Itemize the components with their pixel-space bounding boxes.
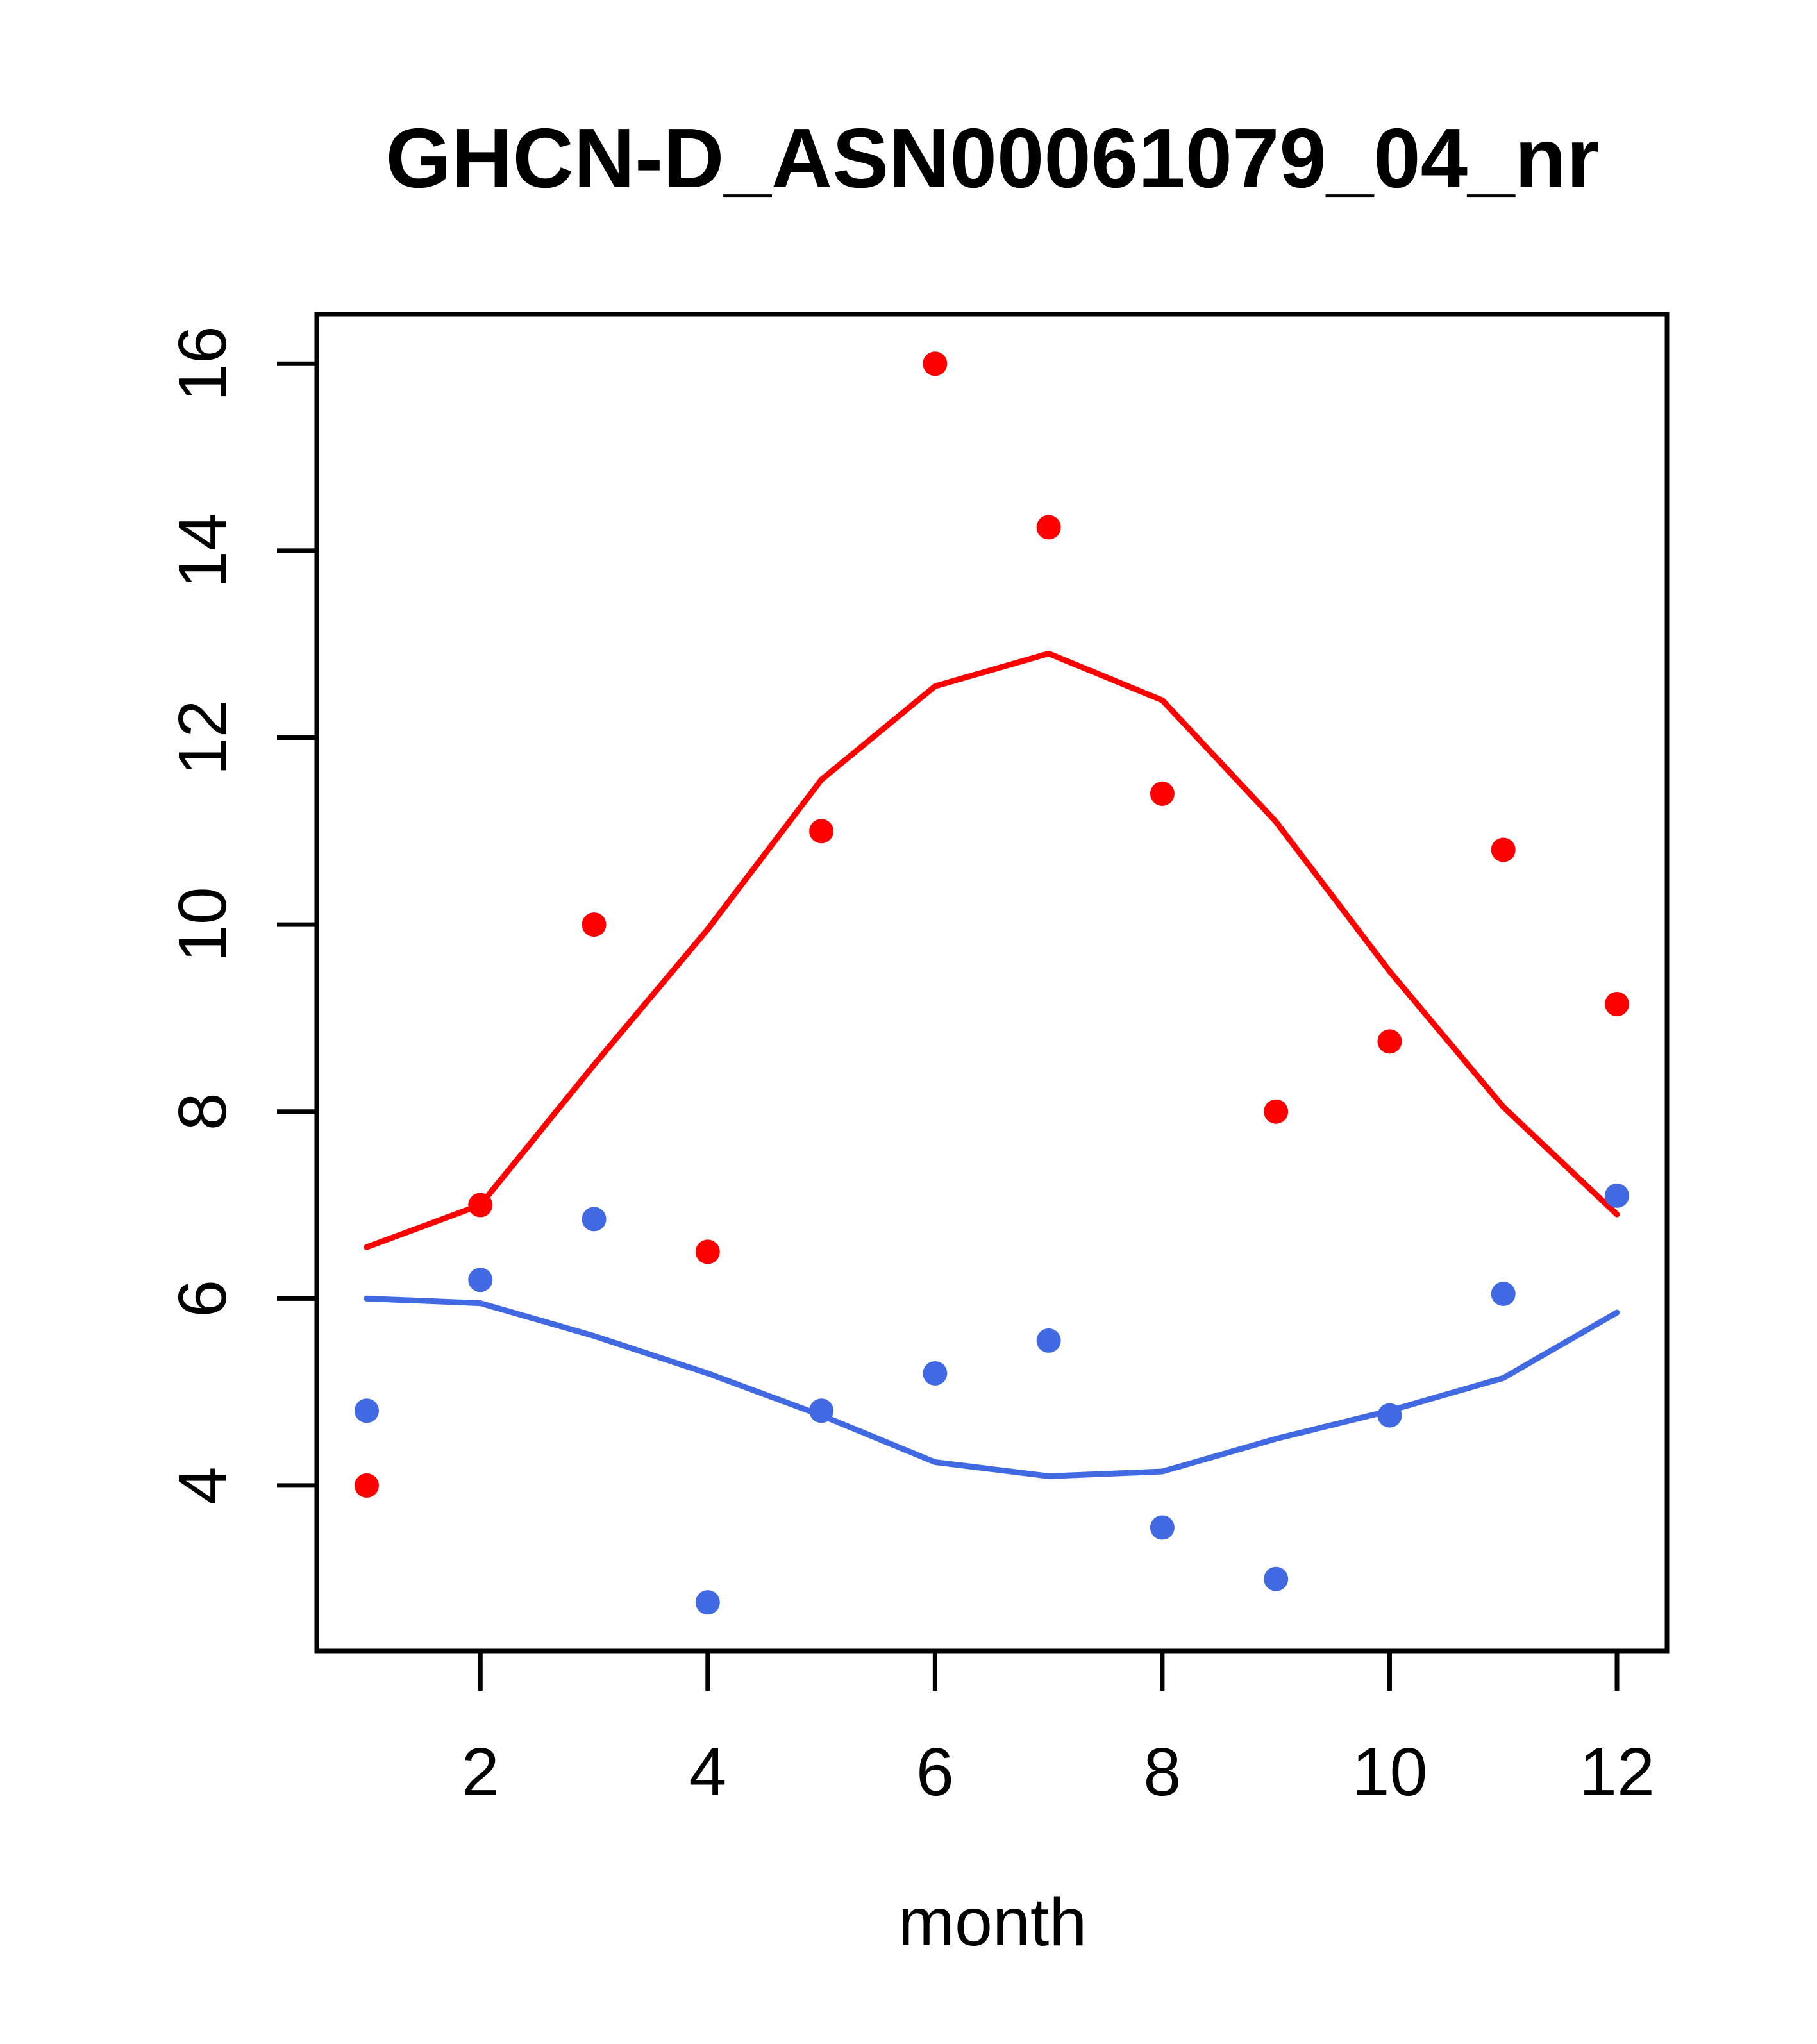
data-point-blue bbox=[1491, 1282, 1516, 1307]
y-tick-label: 16 bbox=[165, 326, 240, 401]
plot-box bbox=[314, 312, 1670, 1654]
x-tick-label: 2 bbox=[462, 1734, 499, 1810]
x-axis-label: month bbox=[898, 1884, 1087, 1960]
red-smooth-line bbox=[364, 650, 1620, 1250]
data-point-red bbox=[1605, 992, 1629, 1017]
x-tick-label: 4 bbox=[689, 1734, 726, 1810]
data-point-red bbox=[1150, 781, 1175, 806]
data-point-blue bbox=[1264, 1566, 1289, 1591]
data-point-red bbox=[695, 1239, 720, 1264]
data-point-blue bbox=[1605, 1183, 1629, 1208]
y-tick-label: 8 bbox=[165, 1093, 240, 1130]
blue-smooth-line bbox=[364, 1295, 1620, 1479]
data-point-blue bbox=[355, 1398, 379, 1423]
data-point-red bbox=[809, 819, 834, 844]
chart-title: GHCN-D_ASN00061079_04_nr bbox=[386, 111, 1600, 205]
y-tick-label: 6 bbox=[165, 1280, 240, 1318]
data-point-red bbox=[1377, 1029, 1402, 1054]
y-tick-label: 12 bbox=[165, 700, 240, 776]
plot-area: 2 4 6 8 10 12 4 6 8 10 12 14 16 bbox=[165, 312, 1670, 1810]
data-point-blue bbox=[1036, 1328, 1061, 1353]
data-point-blue bbox=[1377, 1403, 1402, 1428]
data-point-blue bbox=[1150, 1515, 1175, 1540]
data-point-blue bbox=[695, 1590, 720, 1615]
x-tick-label: 12 bbox=[1579, 1734, 1655, 1810]
data-point-blue bbox=[923, 1361, 948, 1386]
y-tick-label: 10 bbox=[165, 887, 240, 962]
data-point-red bbox=[923, 351, 948, 376]
data-point-blue bbox=[809, 1398, 834, 1423]
data-point-red bbox=[468, 1193, 493, 1218]
data-point-red bbox=[1036, 515, 1061, 540]
x-tick-label: 10 bbox=[1352, 1734, 1428, 1810]
data-point-red bbox=[1264, 1099, 1289, 1124]
x-tick-label: 8 bbox=[1143, 1734, 1181, 1810]
x-tick-label: 6 bbox=[916, 1734, 954, 1810]
data-point-blue bbox=[582, 1207, 607, 1232]
y-tick-label: 4 bbox=[165, 1466, 240, 1504]
data-point-red bbox=[1491, 837, 1516, 862]
y-tick-label: 14 bbox=[165, 513, 240, 589]
data-point-blue bbox=[468, 1268, 493, 1293]
data-point-red bbox=[355, 1473, 379, 1498]
data-point-red bbox=[582, 912, 607, 937]
